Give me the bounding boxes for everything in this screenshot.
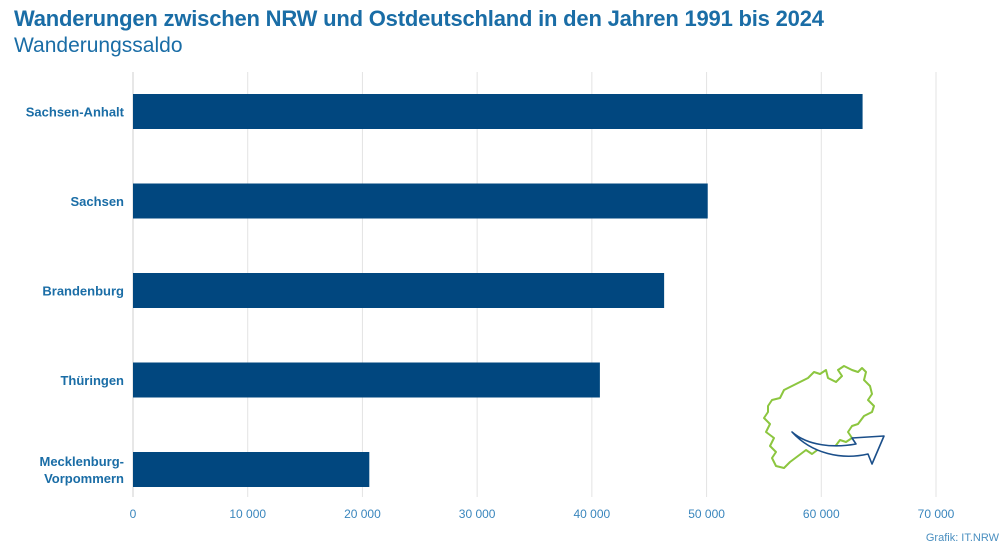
chart-subtitle: Wanderungssaldo [14, 34, 183, 57]
x-tick-label: 50 000 [688, 507, 725, 521]
category-label: Sachsen [71, 194, 125, 209]
bar [133, 362, 600, 398]
bar [133, 452, 370, 487]
nrw-map-with-arrow-icon [763, 365, 885, 469]
bar [133, 183, 708, 219]
source-credit: Grafik: IT.NRW [925, 532, 999, 544]
category-labels: Sachsen-Anhalt Sachsen Brandenburg Thüringe… [26, 105, 125, 487]
x-tick-label: 40 000 [574, 507, 611, 521]
x-tick-label: 70 000 [918, 507, 955, 521]
chart-title: Wanderungen zwischen NRW und Ostdeutschl… [14, 6, 824, 31]
bar [133, 273, 665, 308]
category-label: Thüringen [60, 373, 124, 388]
category-label: Sachsen-Anhalt [26, 105, 125, 120]
bars [133, 94, 863, 487]
x-tick-label: 20 000 [344, 507, 381, 521]
arrow-icon [791, 431, 885, 465]
x-tick-label: 30 000 [459, 507, 496, 521]
category-label: Brandenburg [42, 284, 124, 299]
bar [133, 94, 863, 129]
x-tick-label: 0 [130, 507, 137, 521]
x-axis-ticks: 0 10 000 20 000 30 000 40 000 50 000 60 000 70 … [130, 507, 955, 521]
x-tick-label: 10 000 [229, 507, 266, 521]
x-tick-label: 60 000 [803, 507, 840, 521]
nrw-map-outline-icon [763, 365, 875, 469]
category-label: Mecklenburg-Vorpommern [39, 454, 124, 486]
